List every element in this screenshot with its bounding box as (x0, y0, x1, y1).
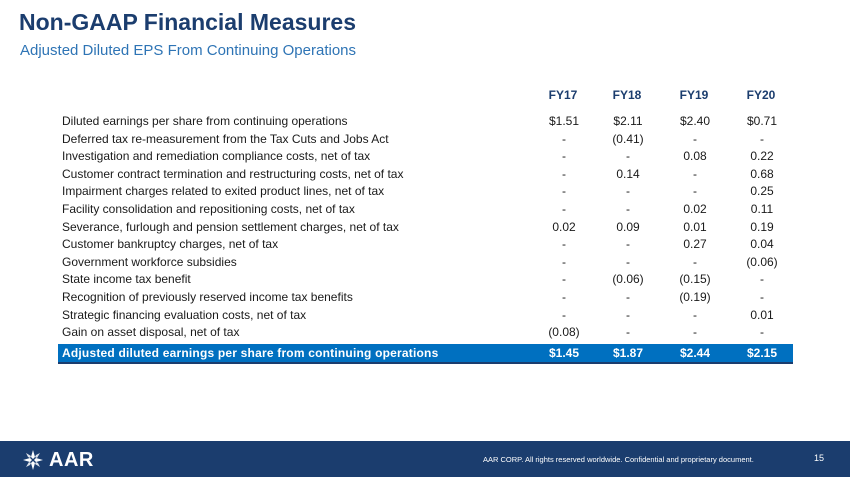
row-value-fy20: (0.06) (746, 254, 778, 269)
row-value-fy19: 0.27 (683, 237, 707, 252)
row-value-fy17: - (562, 272, 566, 287)
row-value-fy20: 0.68 (750, 166, 774, 181)
row-value-fy20: 0.25 (750, 184, 774, 199)
row-value-fy19: - (693, 325, 697, 340)
table-row: Customer bankruptcy charges, net of tax -… (58, 236, 793, 254)
row-value-fy19: 0.08 (683, 149, 707, 164)
row-label: Impairment charges related to exited pro… (62, 184, 385, 199)
table-row: State income tax benefit - (0.06) (0.15) - (58, 271, 793, 289)
row-value-fy20: - (760, 272, 764, 287)
logo-text: AAR (49, 448, 94, 471)
row-value-fy17: 0.02 (552, 219, 576, 234)
column-header-fy17: FY17 (548, 88, 578, 102)
row-label: Gain on asset disposal, net of tax (62, 325, 240, 340)
row-value-fy19: 0.02 (683, 201, 707, 216)
row-value-fy19: $2.40 (679, 114, 711, 128)
row-value-fy19: - (693, 131, 697, 146)
table-row: Gain on asset disposal, net of tax (0.08)… (58, 324, 793, 342)
row-value-fy20: 0.22 (750, 149, 774, 164)
row-label: Facility consolidation and repositioning… (62, 201, 355, 216)
row-value-fy17: - (562, 184, 566, 199)
table-row: Impairment charges related to exited pro… (58, 183, 793, 201)
row-value-fy18: $2.11 (613, 114, 643, 128)
row-value-fy19: (0.19) (679, 289, 711, 304)
page-title: Non-GAAP Financial Measures (19, 9, 356, 35)
row-value-fy18: - (626, 201, 630, 216)
row-label: State income tax benefit (62, 272, 191, 287)
total-value-fy20: $2.15 (746, 346, 778, 360)
table-row: Facility consolidation and repositioning… (58, 201, 793, 219)
row-value-fy17: - (562, 237, 566, 252)
row-value-fy20: - (760, 131, 764, 146)
row-value-fy20: - (760, 289, 764, 304)
row-value-fy18: (0.06) (612, 272, 644, 287)
row-label: Strategic financing evaluation costs, ne… (62, 307, 307, 322)
row-value-fy17: - (562, 289, 566, 304)
row-value-fy18: - (626, 184, 630, 199)
total-row: Adjusted diluted earnings per share from… (58, 344, 793, 364)
row-label: Deferred tax re-measurement from the Tax… (62, 131, 389, 146)
row-value-fy18: (0.41) (612, 131, 644, 146)
row-value-fy19: (0.15) (679, 272, 711, 287)
row-value-fy17: - (562, 254, 566, 269)
row-value-fy19: 0.01 (683, 219, 707, 234)
row-label: Investigation and remediation compliance… (62, 149, 371, 164)
row-value-fy20: 0.19 (750, 219, 774, 234)
copyright-notice: AAR CORP. All rights reserved worldwide.… (483, 455, 754, 464)
row-value-fy17: - (562, 307, 566, 322)
row-value-fy18: - (626, 149, 630, 164)
footer-bar: AAR AAR CORP. All rights reserved worldw… (0, 441, 850, 477)
row-label: Recognition of previously reserved incom… (62, 289, 353, 304)
table-row: Government workforce subsidies - - - (0.06) (58, 254, 793, 272)
table-row: Investigation and remediation compliance… (58, 148, 793, 166)
row-value-fy19: - (693, 254, 697, 269)
total-value-fy19: $2.44 (679, 346, 711, 360)
row-value-fy19: - (693, 184, 697, 199)
total-row-label: Adjusted diluted earnings per share from… (62, 346, 439, 360)
table-row: Diluted earnings per share from continui… (58, 113, 793, 131)
table-row: Severance, furlough and pension settleme… (58, 219, 793, 237)
page-number: 15 (814, 453, 825, 463)
row-value-fy20: - (760, 325, 764, 340)
row-value-fy17: - (562, 201, 566, 216)
row-value-fy18: - (626, 325, 630, 340)
row-label: Customer contract termination and restru… (62, 166, 404, 181)
row-value-fy17: (0.08) (548, 325, 580, 340)
page-subtitle: Adjusted Diluted EPS From Continuing Ope… (20, 42, 357, 59)
row-value-fy20: $0.71 (746, 114, 778, 128)
row-label: Customer bankruptcy charges, net of tax (62, 237, 279, 252)
column-headers: FY17 FY18 FY19 FY20 (0, 88, 850, 104)
table-row: Customer contract termination and restru… (58, 166, 793, 184)
row-value-fy18: - (626, 237, 630, 252)
row-value-fy18: - (626, 289, 630, 304)
row-label: Severance, furlough and pension settleme… (62, 219, 399, 234)
row-value-fy18: - (626, 254, 630, 269)
row-value-fy19: - (693, 307, 697, 322)
column-header-fy20: FY20 (746, 88, 776, 102)
row-value-fy17: - (562, 149, 566, 164)
row-value-fy18: - (626, 307, 630, 322)
row-value-fy17: - (562, 131, 566, 146)
aar-logo: AAR (22, 449, 94, 471)
row-value-fy19: - (693, 166, 697, 181)
table-row: Recognition of previously reserved incom… (58, 289, 793, 307)
eps-reconciliation-table: Diluted earnings per share from continui… (58, 113, 793, 342)
column-header-fy19: FY19 (679, 88, 709, 102)
column-header-fy18: FY18 (612, 88, 642, 102)
total-value-fy18: $1.87 (612, 346, 644, 360)
row-label: Diluted earnings per share from continui… (62, 114, 348, 128)
row-value-fy18: 0.14 (616, 166, 640, 181)
row-value-fy17: $1.51 (548, 114, 580, 128)
row-label: Government workforce subsidies (62, 254, 237, 269)
table-row: Strategic financing evaluation costs, ne… (58, 307, 793, 325)
row-value-fy20: 0.01 (750, 307, 774, 322)
table-row: Deferred tax re-measurement from the Tax… (58, 131, 793, 149)
row-value-fy20: 0.11 (750, 201, 774, 216)
row-value-fy18: 0.09 (616, 219, 640, 234)
total-value-fy17: $1.45 (548, 346, 580, 360)
row-value-fy20: 0.04 (750, 237, 774, 252)
aar-star-logo-icon (23, 450, 43, 470)
row-value-fy17: - (562, 166, 566, 181)
